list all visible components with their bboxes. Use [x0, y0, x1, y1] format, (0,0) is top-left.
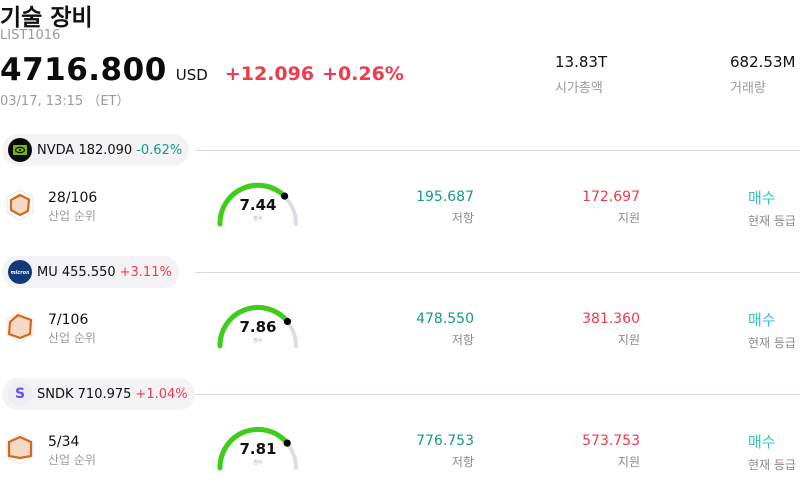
- support-value: 573.753: [582, 433, 640, 449]
- timestamp: 03/17, 13:15 （ET）: [0, 94, 130, 109]
- score-gauge: 7.44 점수: [214, 180, 302, 228]
- rating-value: 매수: [748, 433, 776, 451]
- ticker-change-percent: -0.62%: [136, 142, 183, 158]
- price-change-percent: +0.26%: [322, 63, 404, 85]
- current-rating: 매수 현재 등급: [748, 431, 796, 473]
- support: 573.753 지원: [520, 433, 640, 470]
- industry-rank: 5/34 산업 순위: [48, 434, 96, 468]
- ticker-pill-sndk[interactable]: S SNDK 710.975 +1.04%: [2, 378, 195, 410]
- ticker-pill-nvda[interactable]: NVDA 182.090 -0.62%: [2, 134, 190, 166]
- volume-label: 거래량: [730, 81, 766, 96]
- divider: [195, 272, 800, 273]
- resistance: 478.550 저항: [354, 311, 474, 348]
- resistance-label: 저항: [451, 333, 474, 347]
- resistance-value: 478.550: [416, 311, 474, 327]
- market-cap-label: 시가총액: [555, 81, 603, 96]
- volume-value: 682.53M: [730, 53, 796, 71]
- industry-rank-radar-icon: [6, 433, 34, 465]
- ticker-symbol: SNDK 710.975: [37, 386, 132, 402]
- divider: [195, 394, 800, 395]
- rating-label: 현재 등급: [748, 336, 796, 350]
- support-value: 172.697: [582, 189, 640, 205]
- resistance-label: 저항: [451, 211, 474, 225]
- rating-value: 매수: [748, 311, 776, 329]
- divider: [195, 150, 800, 151]
- ticker-symbol: MU 455.550: [37, 264, 116, 280]
- score-value: 7.86: [239, 318, 277, 336]
- stock-card-sndk: S SNDK 710.975 +1.04% 5/34 산업 순위 7.81 점수…: [0, 378, 800, 488]
- industry-rank-label: 산업 순위: [48, 453, 96, 467]
- svg-text:micron: micron: [11, 270, 29, 276]
- support: 172.697 지원: [520, 189, 640, 226]
- currency-label: USD: [175, 66, 208, 84]
- ticker-change-percent: +1.04%: [135, 386, 188, 402]
- market-cap-value: 13.83T: [555, 53, 608, 71]
- price-change: +12.096: [224, 63, 315, 85]
- score-value: 7.44: [239, 196, 277, 214]
- stock-card-mu: micron MU 455.550 +3.11% 7/106 산업 순위 7.8…: [0, 256, 800, 366]
- ticker-symbol: NVDA 182.090: [37, 142, 133, 158]
- support-label: 지원: [617, 211, 640, 225]
- nvidia-logo-icon: [8, 138, 32, 162]
- score-value: 7.81: [239, 440, 277, 458]
- sandisk-logo-icon: S: [8, 382, 32, 406]
- score-gauge: 7.81 점수: [214, 424, 302, 472]
- industry-rank-value: 28/106: [48, 190, 98, 206]
- rating-label: 현재 등급: [748, 458, 796, 472]
- volume-stat: 682.53M 거래량: [730, 53, 795, 96]
- rating-label: 현재 등급: [748, 214, 796, 228]
- resistance-label: 저항: [451, 455, 474, 469]
- score-label: 점수: [253, 216, 263, 222]
- industry-rank-label: 산업 순위: [48, 331, 96, 345]
- industry-rank: 7/106 산업 순위: [48, 312, 96, 346]
- resistance-value: 195.687: [416, 189, 474, 205]
- resistance-value: 776.753: [416, 433, 474, 449]
- page-title: 기술 장비: [0, 5, 93, 31]
- industry-rank-value: 5/34: [48, 434, 80, 450]
- stock-card-nvda: NVDA 182.090 -0.62% 28/106 산업 순위 7.44 점수…: [0, 134, 800, 244]
- score-label: 점수: [253, 338, 263, 344]
- current-rating: 매수 현재 등급: [748, 187, 796, 229]
- industry-rank-radar-icon: [6, 189, 34, 221]
- index-code: LIST1016: [0, 28, 61, 43]
- support-value: 381.360: [582, 311, 640, 327]
- score-gauge: 7.86 점수: [214, 302, 302, 350]
- rating-value: 매수: [748, 189, 776, 207]
- price-row: 4716.800 USD +12.096 +0.26%: [0, 52, 404, 88]
- industry-rank-radar-icon: [6, 311, 34, 343]
- industry-rank-label: 산업 순위: [48, 209, 96, 223]
- support-label: 지원: [617, 333, 640, 347]
- support-label: 지원: [617, 455, 640, 469]
- micron-logo-icon: micron: [8, 260, 32, 284]
- gauge-arc-icon: [217, 304, 298, 349]
- market-cap-stat: 13.83T 시가총액: [555, 53, 607, 96]
- gauge-arc-icon: [217, 426, 298, 471]
- resistance: 776.753 저항: [354, 433, 474, 470]
- resistance: 195.687 저항: [354, 189, 474, 226]
- current-rating: 매수 현재 등급: [748, 309, 796, 351]
- score-label: 점수: [253, 460, 263, 466]
- index-price: 4716.800: [0, 52, 167, 88]
- gauge-arc-icon: [217, 182, 298, 227]
- support: 381.360 지원: [520, 311, 640, 348]
- ticker-change-percent: +3.11%: [119, 264, 172, 280]
- industry-rank: 28/106 산업 순위: [48, 190, 97, 224]
- ticker-pill-mu[interactable]: micron MU 455.550 +3.11%: [2, 256, 179, 288]
- industry-rank-value: 7/106: [48, 312, 89, 328]
